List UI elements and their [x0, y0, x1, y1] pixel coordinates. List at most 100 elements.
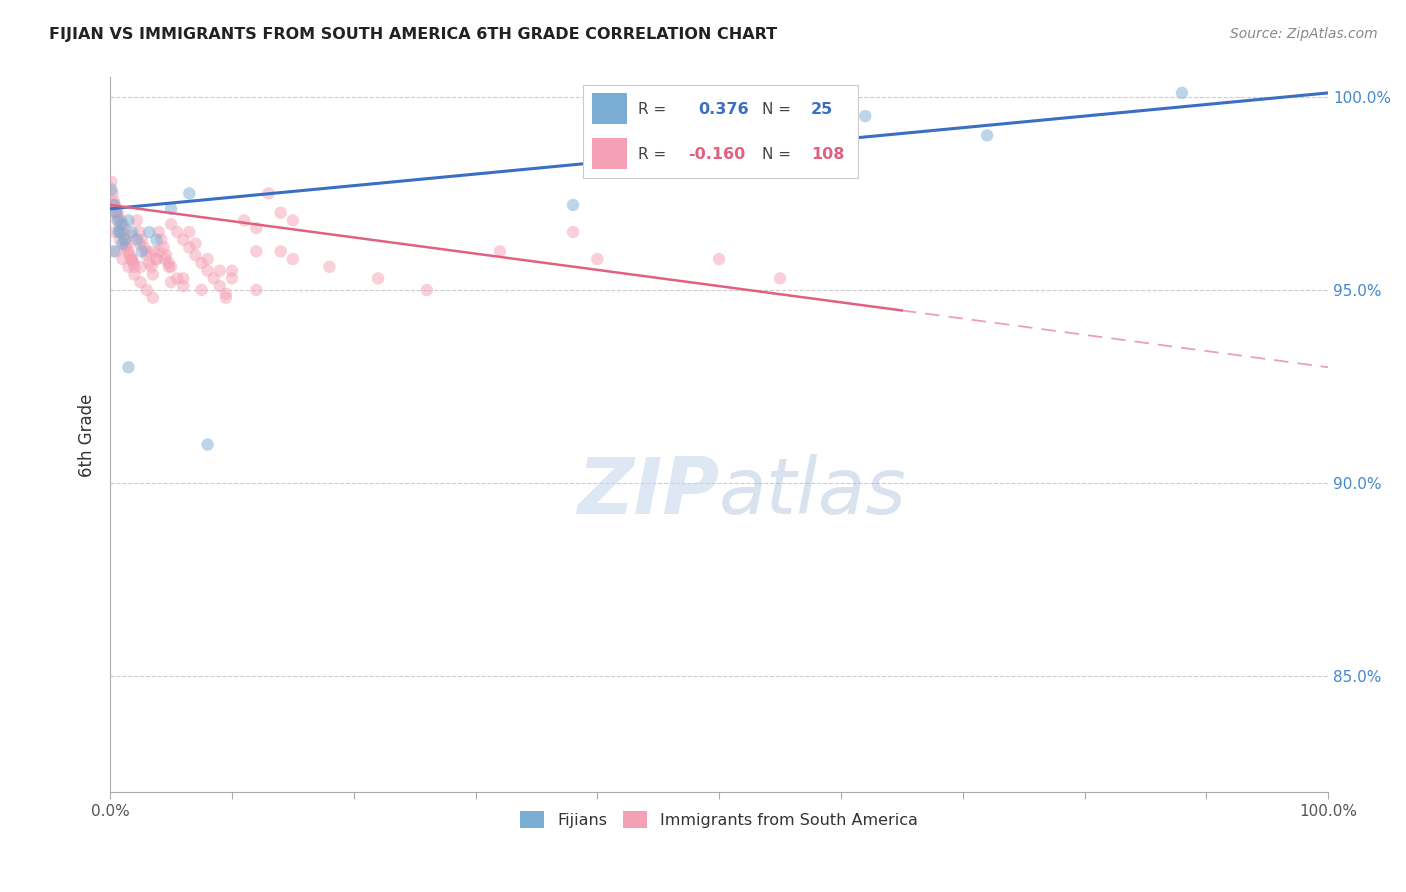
- Point: [148, 225, 170, 239]
- Point: [166, 225, 188, 239]
- Point: [112, 228, 135, 243]
- Point: [155, 248, 177, 262]
- Point: [562, 198, 585, 212]
- Point: [125, 213, 148, 227]
- Point: [179, 240, 201, 254]
- Point: [202, 271, 225, 285]
- Text: atlas: atlas: [718, 454, 907, 530]
- Point: [367, 271, 389, 285]
- Point: [143, 244, 166, 259]
- Point: [157, 260, 180, 274]
- Point: [245, 221, 267, 235]
- Point: [120, 252, 142, 266]
- Point: [108, 221, 131, 235]
- Text: -0.160: -0.160: [688, 146, 745, 161]
- Point: [107, 213, 129, 227]
- Point: [489, 244, 512, 259]
- Point: [122, 256, 145, 270]
- Point: [114, 221, 136, 235]
- Point: [115, 240, 138, 254]
- Point: [153, 252, 176, 266]
- Point: [131, 233, 153, 247]
- Point: [257, 186, 280, 201]
- Point: [150, 233, 173, 247]
- Point: [117, 213, 139, 227]
- Point: [683, 147, 706, 161]
- Point: [197, 252, 219, 266]
- Text: 25: 25: [811, 102, 834, 117]
- Point: [135, 283, 157, 297]
- Point: [121, 252, 143, 266]
- Point: [107, 225, 129, 239]
- Text: Source: ZipAtlas.com: Source: ZipAtlas.com: [1230, 27, 1378, 41]
- Point: [107, 205, 129, 219]
- Point: [215, 286, 238, 301]
- Y-axis label: 6th Grade: 6th Grade: [79, 393, 96, 476]
- Point: [318, 260, 340, 274]
- Text: N =: N =: [762, 146, 790, 161]
- Point: [142, 268, 165, 282]
- Point: [110, 217, 132, 231]
- Point: [135, 248, 157, 262]
- Point: [245, 244, 267, 259]
- Text: 0.376: 0.376: [699, 102, 749, 117]
- Point: [166, 271, 188, 285]
- Point: [270, 205, 292, 219]
- Point: [208, 263, 231, 277]
- Point: [172, 233, 194, 247]
- Point: [117, 360, 139, 375]
- Point: [103, 198, 125, 212]
- Point: [707, 252, 730, 266]
- Point: [281, 252, 304, 266]
- Point: [100, 175, 122, 189]
- Point: [110, 213, 132, 227]
- Point: [853, 109, 876, 123]
- Point: [100, 182, 122, 196]
- Point: [114, 240, 136, 254]
- Point: [160, 275, 183, 289]
- Point: [114, 233, 136, 247]
- Point: [117, 260, 139, 274]
- Point: [138, 256, 160, 270]
- Point: [221, 271, 243, 285]
- Point: [179, 186, 201, 201]
- Point: [172, 271, 194, 285]
- Point: [128, 225, 150, 239]
- Point: [233, 213, 256, 227]
- Point: [197, 437, 219, 451]
- Point: [562, 225, 585, 239]
- Point: [121, 228, 143, 243]
- Bar: [592, 138, 627, 169]
- Point: [111, 225, 134, 239]
- Point: [111, 217, 134, 231]
- Point: [190, 256, 212, 270]
- Point: [141, 260, 163, 274]
- Point: [111, 252, 134, 266]
- Point: [129, 260, 152, 274]
- Point: [125, 233, 148, 247]
- Point: [135, 244, 157, 259]
- Point: [160, 260, 183, 274]
- Point: [117, 244, 139, 259]
- Point: [108, 225, 131, 239]
- Point: [215, 291, 238, 305]
- Point: [114, 233, 136, 247]
- Point: [184, 236, 207, 251]
- Point: [586, 252, 609, 266]
- Point: [108, 233, 131, 247]
- Point: [104, 225, 127, 239]
- Point: [208, 279, 231, 293]
- Point: [270, 244, 292, 259]
- Point: [121, 252, 143, 266]
- Point: [160, 217, 183, 231]
- Point: [115, 236, 138, 251]
- Point: [129, 275, 152, 289]
- Legend: Fijians, Immigrants from South America: Fijians, Immigrants from South America: [515, 805, 924, 834]
- Point: [105, 205, 128, 219]
- Text: ZIP: ZIP: [576, 454, 718, 530]
- Point: [769, 271, 792, 285]
- Point: [190, 283, 212, 297]
- Text: N =: N =: [762, 102, 790, 117]
- Point: [101, 186, 124, 201]
- Point: [197, 263, 219, 277]
